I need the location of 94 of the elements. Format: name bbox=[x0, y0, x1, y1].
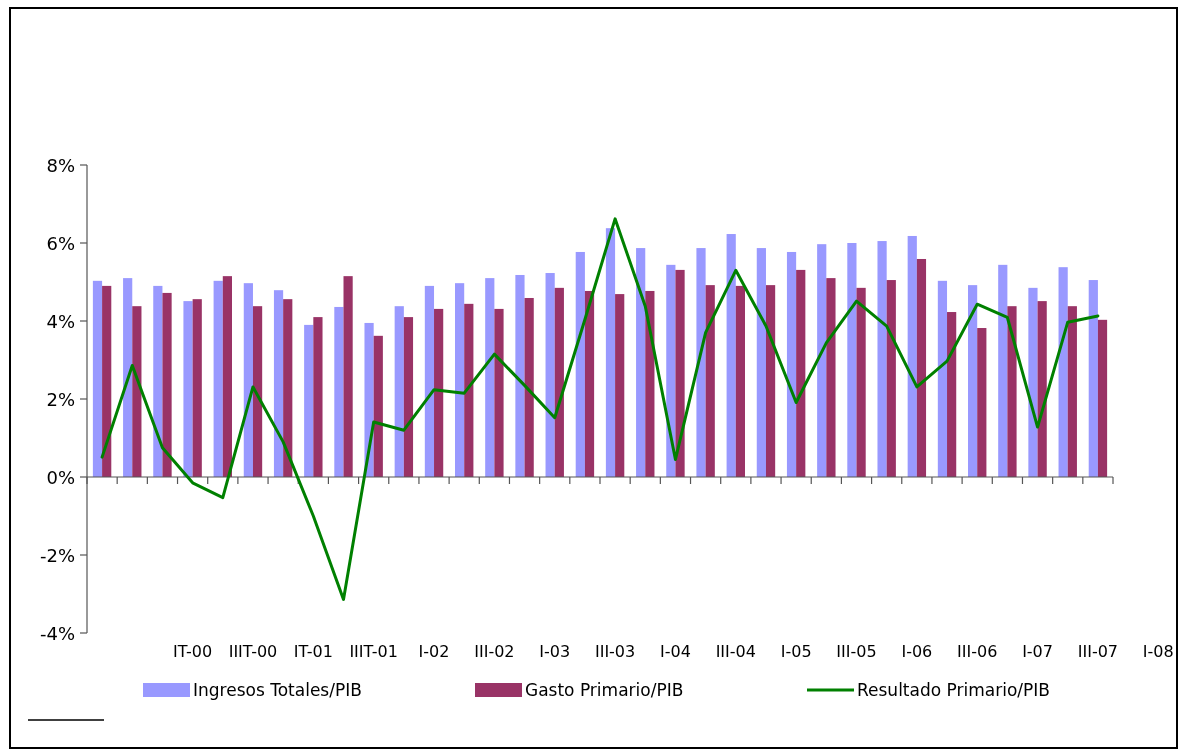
x-tick-label: III-04 bbox=[715, 642, 756, 661]
legend-label: Gasto Primario/PIB bbox=[525, 680, 684, 700]
bar bbox=[765, 285, 776, 477]
x-tick-label: I-07 bbox=[1022, 642, 1053, 661]
bar bbox=[675, 269, 685, 477]
bar bbox=[485, 278, 495, 477]
bar bbox=[313, 317, 323, 477]
bar bbox=[756, 248, 766, 477]
x-tick-label: III-02 bbox=[474, 642, 515, 661]
bar bbox=[424, 285, 435, 477]
bar bbox=[877, 241, 887, 477]
bar bbox=[636, 248, 646, 477]
bar bbox=[102, 285, 112, 477]
y-tick-label: -4% bbox=[39, 622, 75, 644]
x-tick-label: IT-01 bbox=[293, 642, 333, 661]
x-tick-label: IT-00 bbox=[173, 642, 213, 661]
bar bbox=[243, 283, 253, 477]
bar bbox=[998, 264, 1008, 477]
x-tick-label: III-07 bbox=[1077, 642, 1119, 661]
bar bbox=[1028, 287, 1038, 477]
bar bbox=[123, 278, 133, 477]
bar bbox=[575, 251, 585, 477]
bar bbox=[464, 303, 474, 477]
x-tick-label: I-03 bbox=[539, 642, 571, 661]
bar bbox=[856, 287, 866, 477]
y-tick-label: 2% bbox=[46, 388, 75, 410]
x-tick-label: I-06 bbox=[901, 642, 933, 661]
legend-label: Resultado Primario/PIB bbox=[857, 680, 1050, 700]
y-tick-label: 4% bbox=[46, 310, 75, 332]
bar bbox=[605, 228, 616, 477]
legend-label: Ingresos Totales/PIB bbox=[193, 680, 362, 700]
bar bbox=[786, 251, 797, 477]
bar bbox=[826, 278, 836, 477]
bar bbox=[192, 299, 202, 477]
bar bbox=[455, 283, 465, 477]
y-tick-label: 8% bbox=[46, 154, 75, 176]
bar bbox=[1007, 306, 1017, 477]
bar bbox=[705, 285, 715, 477]
bar bbox=[696, 248, 706, 477]
bar bbox=[937, 280, 948, 477]
bar bbox=[273, 290, 284, 477]
x-tick-label: III-06 bbox=[957, 642, 998, 661]
bar bbox=[222, 276, 232, 477]
x-tick-label: III-03 bbox=[594, 642, 636, 661]
x-tick-label: IIIT-00 bbox=[228, 642, 278, 661]
bar bbox=[334, 306, 344, 477]
bar bbox=[545, 273, 555, 477]
bar bbox=[726, 234, 736, 477]
x-tick-label: I-05 bbox=[780, 642, 812, 661]
x-tick-label: IIIT-01 bbox=[349, 642, 398, 661]
bar bbox=[494, 308, 504, 477]
y-tick-label: 6% bbox=[46, 232, 75, 254]
bar bbox=[162, 292, 172, 477]
bar bbox=[252, 306, 263, 477]
bar bbox=[343, 276, 353, 477]
bar bbox=[434, 308, 444, 477]
x-tick-label: I-02 bbox=[418, 642, 450, 661]
bar bbox=[1088, 280, 1098, 477]
bar bbox=[394, 306, 404, 477]
bar bbox=[403, 317, 414, 477]
bar bbox=[373, 335, 383, 477]
bar bbox=[153, 285, 163, 477]
bar bbox=[304, 324, 314, 477]
x-tick-label: I-04 bbox=[660, 642, 691, 661]
bar bbox=[515, 274, 525, 477]
bar bbox=[907, 235, 917, 477]
bar bbox=[916, 258, 927, 477]
bar bbox=[947, 312, 957, 477]
bar bbox=[735, 285, 745, 477]
bar bbox=[132, 306, 142, 477]
bar bbox=[615, 294, 625, 477]
bar bbox=[183, 301, 193, 477]
bar bbox=[666, 264, 676, 477]
bar bbox=[283, 299, 293, 477]
bar bbox=[817, 244, 827, 477]
bar bbox=[524, 297, 534, 477]
bar bbox=[92, 280, 103, 477]
bar bbox=[977, 328, 987, 477]
y-tick-label: 0% bbox=[46, 466, 75, 488]
bar bbox=[886, 280, 896, 477]
bar bbox=[847, 243, 857, 477]
bar bbox=[796, 269, 806, 477]
line-series bbox=[100, 217, 1100, 601]
bar bbox=[1058, 267, 1068, 477]
bar bbox=[554, 287, 564, 477]
text: I-08 bbox=[1142, 642, 1174, 661]
bar bbox=[1037, 301, 1047, 477]
x-tick-label: III-05 bbox=[836, 642, 877, 661]
bar bbox=[1067, 306, 1077, 477]
bar bbox=[584, 290, 595, 477]
bar bbox=[213, 280, 223, 477]
bar bbox=[968, 285, 978, 477]
bar bbox=[1097, 319, 1108, 477]
y-tick-label: -2% bbox=[39, 544, 75, 566]
